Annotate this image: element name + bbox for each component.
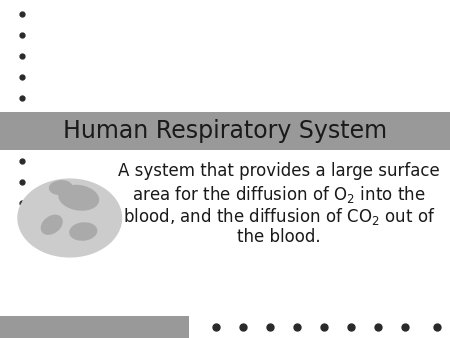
FancyBboxPatch shape	[0, 112, 450, 150]
Ellipse shape	[70, 223, 97, 240]
Ellipse shape	[59, 186, 99, 210]
Ellipse shape	[50, 181, 72, 194]
FancyBboxPatch shape	[0, 316, 189, 338]
Text: the blood.: the blood.	[237, 228, 321, 246]
Text: Human Respiratory System: Human Respiratory System	[63, 119, 387, 143]
Circle shape	[18, 179, 122, 257]
Ellipse shape	[41, 215, 62, 234]
Text: area for the diffusion of O$_2$ into the: area for the diffusion of O$_2$ into the	[132, 184, 426, 205]
Text: blood, and the diffusion of CO$_2$ out of: blood, and the diffusion of CO$_2$ out o…	[123, 206, 435, 227]
Text: A system that provides a large surface: A system that provides a large surface	[118, 162, 440, 180]
